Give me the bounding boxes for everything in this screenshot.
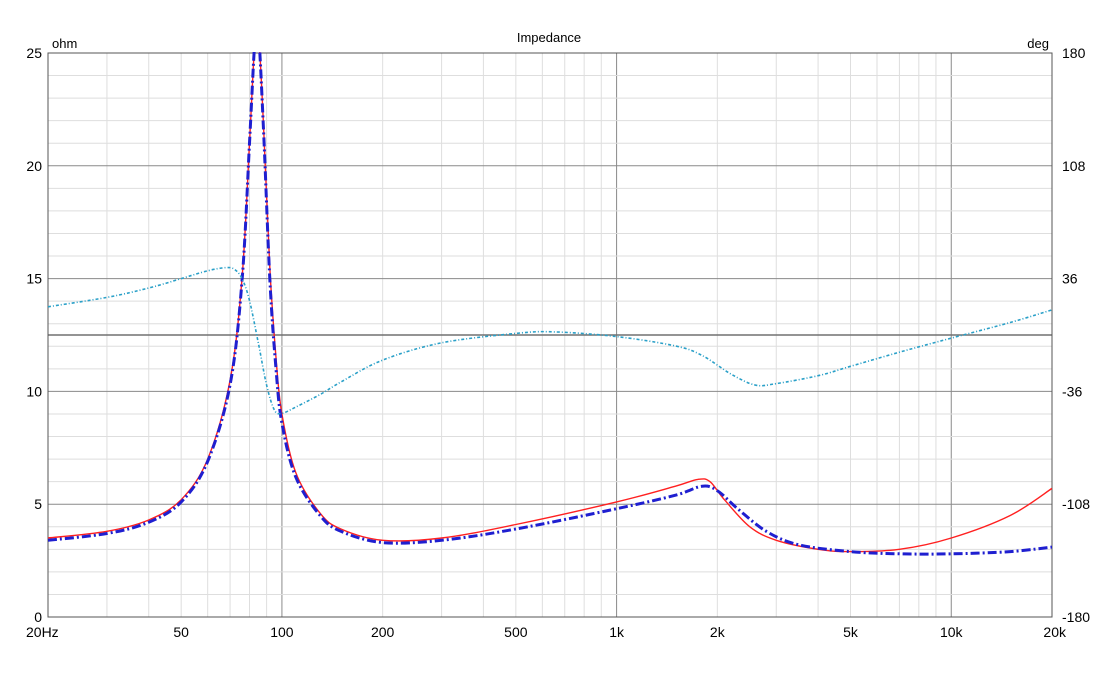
- y-right-tick-label: -180: [1062, 609, 1090, 625]
- x-tick-label: 2k: [710, 624, 726, 640]
- left-axis-unit: ohm: [52, 36, 77, 51]
- x-tick-label: 20k: [1043, 624, 1067, 640]
- y-left-tick-label: 5: [34, 496, 42, 512]
- y-left-tick-label: 0: [34, 609, 42, 625]
- y-left-tick-label: 15: [26, 271, 42, 287]
- plot-frame: [47, 52, 1053, 618]
- x-tick-label: 500: [504, 624, 528, 640]
- y-right-tick-label: -36: [1062, 383, 1082, 399]
- y-right-tick-label: 180: [1062, 45, 1086, 61]
- y-left-tick-label: 20: [26, 158, 42, 174]
- series-line-2: [48, 52, 1052, 556]
- x-tick-label: 1k: [609, 624, 625, 640]
- y-right-tick-label: 36: [1062, 271, 1078, 287]
- x-tick-label: 10k: [940, 624, 964, 640]
- x-tick-label: 5k: [843, 624, 859, 640]
- y-left-tick-label: 10: [26, 383, 42, 399]
- x-tick-label: 200: [371, 624, 395, 640]
- y-left-tick-label: 25: [26, 45, 42, 61]
- x-tick-label: 20Hz: [26, 624, 59, 640]
- y-right-tick-label: -108: [1062, 496, 1090, 512]
- y-right-tick-label: 108: [1062, 158, 1086, 174]
- x-tick-label: 100: [270, 624, 294, 640]
- right-axis-unit: deg: [1027, 36, 1049, 51]
- chart-title: Impedance: [517, 30, 581, 45]
- tick-labels: 20Hz 50 100 200 500 1k 2k 5k 10k 20k 0 5 10 15 20 25 -18…: [26, 45, 1090, 640]
- series-layer: [48, 52, 1052, 556]
- x-tick-label: 50: [173, 624, 189, 640]
